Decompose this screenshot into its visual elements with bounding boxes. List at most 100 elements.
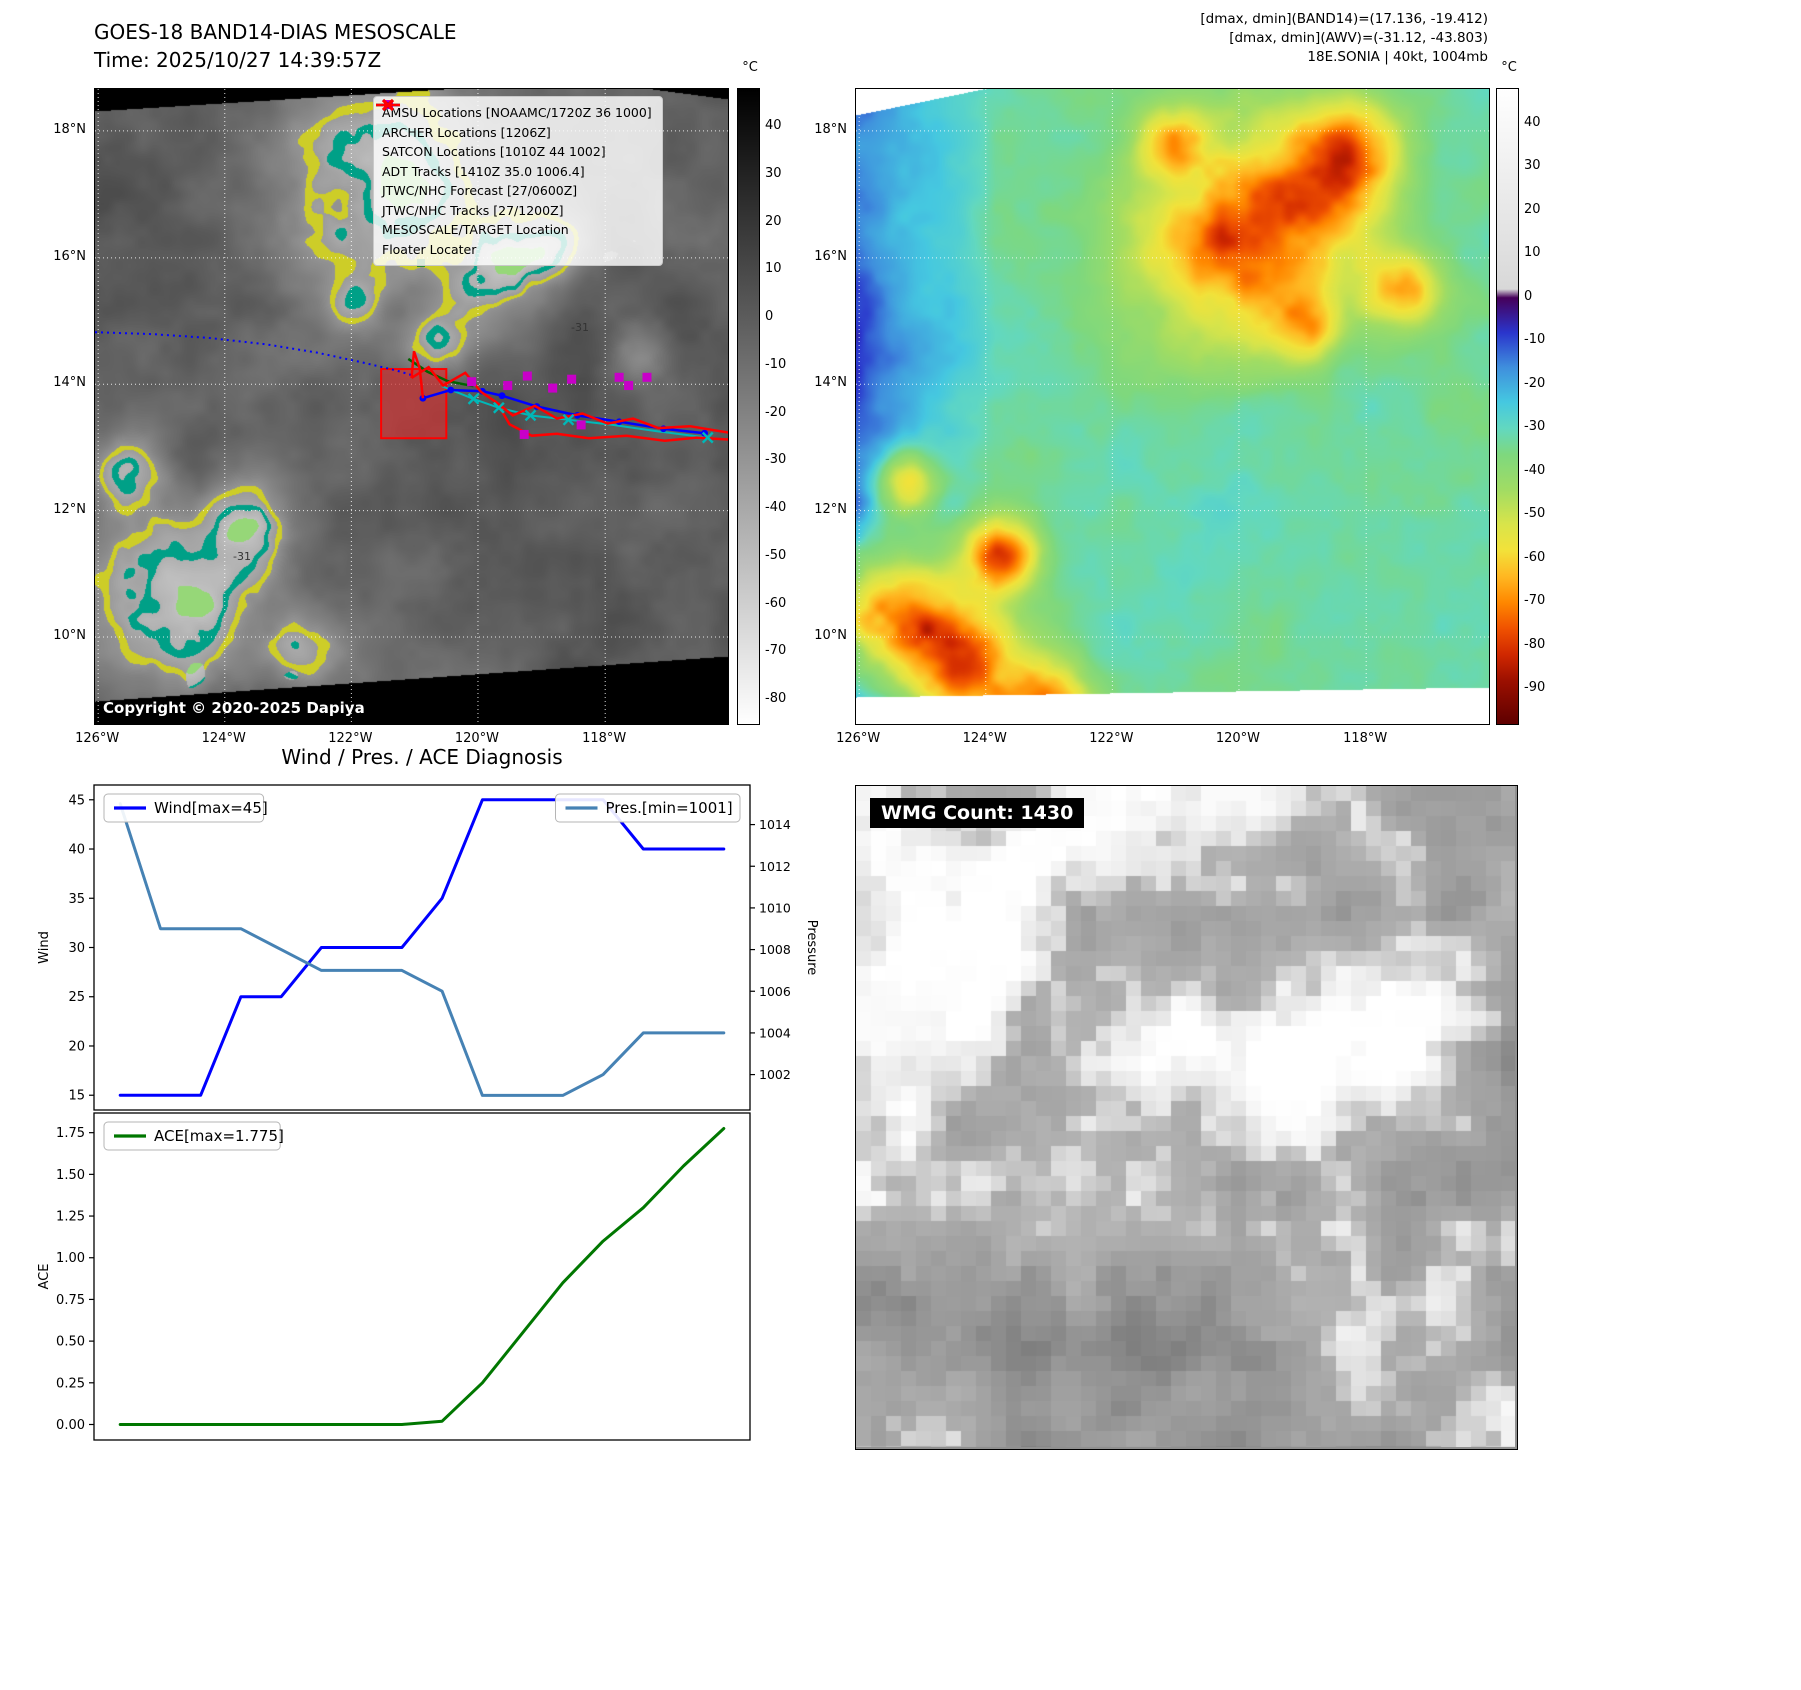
lat-tick-label: 16°N — [814, 248, 847, 264]
right-tick-label: 1012 — [759, 859, 791, 874]
colorbar-tick-label: -40 — [765, 500, 787, 516]
colorbar-tick-label: -20 — [1524, 375, 1546, 391]
map-legend-label: JTWC/NHC Forecast [27/0600Z] — [382, 183, 578, 198]
copyright-label: Copyright © 2020-2025 Dapiya — [103, 699, 365, 717]
colorbar-tick-label: -30 — [1524, 419, 1546, 435]
left-tick-label: 15 — [68, 1089, 85, 1104]
wmg-panel: WMG Count: 1430 — [855, 785, 1518, 1450]
map-legend-label: JTWC/NHC Tracks [27/1200Z] — [382, 202, 564, 218]
map-legend-label: Floater Locater — [382, 241, 477, 257]
colorbar-tick-label: 40 — [1524, 114, 1541, 130]
panelA-subtitle: Time: 2025/10/27 14:39:57Z — [94, 48, 382, 72]
colorbar-tick-label: -50 — [765, 547, 787, 563]
chart-legend-box — [103, 793, 265, 823]
left-axis-label: Wind — [37, 931, 52, 964]
awv-map-canvas — [856, 89, 1489, 724]
lon-tick-label: 126°W — [75, 731, 120, 746]
right-tick-label: 1010 — [759, 900, 791, 915]
charts-title: Wind / Pres. / ACE Diagnosis — [281, 745, 563, 769]
series-line — [118, 802, 726, 1097]
lat-tick-label: 10°N — [53, 628, 86, 643]
ace-chart: 0.00 0.25 0.50 0.75 1.00 1.25 1.50 1.75 ACE ACE[m… — [37, 1112, 751, 1441]
chart-legend-box — [103, 1121, 281, 1151]
left-axis-label: ACE — [37, 1264, 52, 1290]
chart-legend-label: ACE[max=1.775] — [154, 1127, 284, 1145]
left-tick-label: 35 — [68, 892, 85, 907]
awv-colorbar — [1496, 88, 1519, 725]
left-tick-label: 1.25 — [56, 1210, 85, 1225]
awv-colorbar-unit: °C — [1501, 60, 1517, 75]
chart-legend-label: Pres.[min=1001] — [606, 799, 733, 817]
left-tick-label: 0.75 — [56, 1293, 85, 1308]
right-tick-label: 1008 — [759, 942, 791, 957]
left-tick-label: 45 — [68, 793, 85, 808]
right-tick-label: 1006 — [759, 984, 791, 999]
lon-tick-label: 126°W — [836, 731, 881, 746]
band14-colorbar-unit: °C — [742, 60, 758, 75]
wind-pressure-chart: 15 20 25 30 35 40 45 Wind 1002 1004 1006 1008 1010 10… — [37, 784, 819, 1111]
map-legend-item: ARCHER Locations [1206Z] — [382, 100, 652, 143]
colorbar-tick-label: -10 — [1524, 332, 1546, 348]
colorbar-tick-label: 10 — [1524, 245, 1541, 261]
left-tick-label: 30 — [68, 941, 85, 956]
colorbar-tick-label: -30 — [765, 452, 787, 468]
left-tick-label: 20 — [68, 1039, 85, 1054]
plot-frame — [93, 1112, 751, 1441]
map-legend-item: JTWC/NHC Tracks [27/1200Z] — [376, 101, 652, 221]
colorbar-tick-label: -60 — [1524, 549, 1546, 565]
lon-tick-label: 120°W — [1215, 731, 1261, 746]
colorbar-tick-label: 0 — [765, 309, 774, 325]
map-legend-item: ADT Tracks [1410Z 35.0 1006.4] — [376, 103, 652, 182]
lon-tick-label: 122°W — [328, 731, 373, 746]
colorbar-tick-label: 20 — [765, 213, 782, 229]
map-legend-item: JTWC/NHC Forecast [27/0600Z] — [376, 103, 652, 201]
colorbar-tick-label: 10 — [765, 261, 782, 277]
lon-tick-label: 118°W — [1343, 731, 1388, 746]
series-line — [118, 798, 726, 1097]
lat-tick-label: 14°N — [53, 375, 86, 391]
panelB-header-line: [dmax, dmin](AWV)=(-31.12, -43.803) — [1229, 30, 1488, 46]
wmg-image-canvas — [856, 786, 1515, 1447]
colorbar-tick-label: 20 — [1524, 201, 1541, 217]
wmg-count-label: WMG Count: 1430 — [870, 798, 1085, 828]
right-tick-label: 1002 — [759, 1067, 791, 1082]
colorbar-tick-label: -80 — [765, 691, 787, 707]
colorbar-tick-label: 0 — [1524, 288, 1533, 304]
left-tick-label: 25 — [68, 990, 85, 1005]
chart-legend-box — [555, 793, 741, 823]
right-tick-label: 1004 — [759, 1025, 791, 1040]
left-tick-label: 0.25 — [56, 1376, 85, 1391]
map-legend-label: MESOSCALE/TARGET Location — [382, 222, 569, 237]
lat-tick-label: 14°N — [814, 375, 847, 391]
lon-tick-label: 120°W — [454, 731, 500, 746]
lon-tick-label: 124°W — [201, 731, 246, 746]
map-legend-label: AMSU Locations [NOAAMC/1720Z 36 1000] — [382, 105, 652, 120]
lat-tick-label: 10°N — [814, 628, 847, 643]
left-tick-label: 40 — [68, 843, 85, 858]
map-legend: AMSU Locations [NOAAMC/1720Z 36 1000] ARC… — [373, 96, 663, 266]
left-tick-label: 0.00 — [56, 1418, 85, 1433]
chart-legend-label: Wind[max=45] — [154, 799, 268, 817]
lon-tick-label: 124°W — [962, 731, 1007, 746]
map-legend-item: AMSU Locations [NOAAMC/1720Z 36 1000] — [382, 100, 652, 123]
panelB-header: [dmax, dmin](BAND14)=(17.136, -19.412) [d… — [988, 10, 1488, 67]
band14-colorbar — [737, 88, 760, 725]
left-tick-label: 1.75 — [56, 1126, 85, 1141]
colorbar-tick-label: 40 — [765, 118, 782, 134]
band14-map-panel: -31 -31 AMSU Locations [NOAAMC/1720Z 36 1… — [94, 88, 729, 725]
colorbar-tick-label: -60 — [765, 595, 787, 611]
awv-map-panel — [855, 88, 1490, 725]
left-tick-label: 1.00 — [56, 1251, 85, 1266]
plot-frame — [93, 784, 751, 1111]
colorbar-tick-label: -50 — [1524, 506, 1546, 522]
panelA-title: GOES-18 BAND14-DIAS MESOSCALE — [94, 20, 457, 44]
colorbar-tick-label: -20 — [765, 404, 787, 420]
lat-tick-label: 12°N — [53, 501, 86, 517]
colorbar-tick-label: -70 — [765, 643, 787, 659]
lon-tick-label: 122°W — [1089, 731, 1134, 746]
lat-tick-label: 16°N — [53, 248, 86, 264]
panelB-header-line: 18E.SONIA | 40kt, 1004mb — [1307, 49, 1488, 65]
colorbar-tick-label: 30 — [1524, 158, 1541, 174]
right-tick-label: 1014 — [759, 817, 791, 832]
